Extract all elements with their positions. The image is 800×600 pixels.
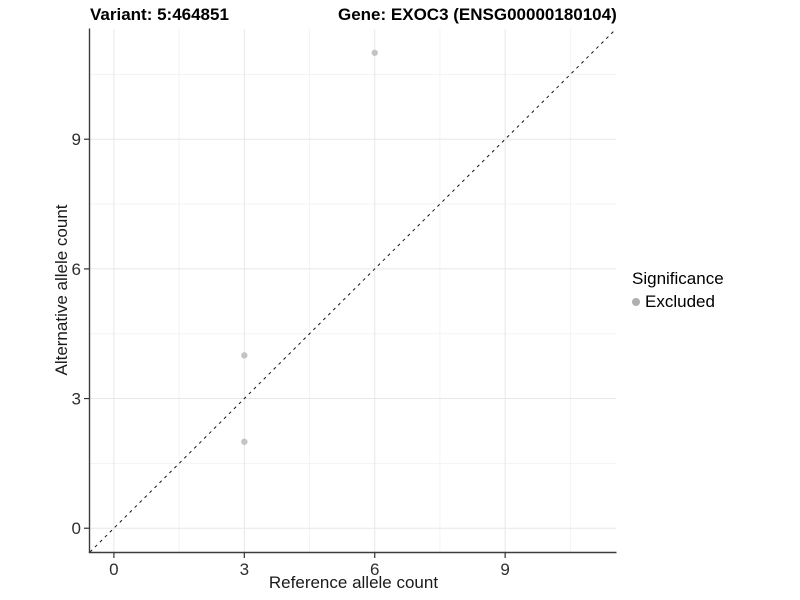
x-tick-label: 3: [240, 560, 249, 579]
x-tick-label: 0: [109, 560, 118, 579]
legend: Significance Excluded: [632, 269, 724, 312]
x-axis-title: Reference allele count: [268, 573, 439, 592]
plot-title-variant: Variant: 5:464851: [90, 5, 229, 24]
data-point: [241, 438, 248, 445]
legend-items: Excluded: [632, 292, 724, 312]
data-point: [241, 352, 248, 359]
plot-title-gene: Gene: EXOC3 (ENSG00000180104): [338, 5, 617, 24]
y-axis-title: Alternative allele count: [52, 204, 71, 376]
legend-title: Significance: [632, 269, 724, 288]
y-tick-label: 0: [72, 519, 81, 538]
y-tick-label: 9: [72, 130, 81, 149]
legend-item: Excluded: [632, 292, 724, 312]
data-point: [371, 49, 378, 56]
identity-line: [89, 28, 617, 553]
y-tick-label: 3: [72, 390, 81, 409]
legend-key-dot: [632, 298, 640, 306]
y-tick-label: 6: [72, 260, 81, 279]
x-tick-label: 6: [370, 560, 379, 579]
legend-item-label: Excluded: [645, 292, 715, 311]
x-tick-label: 9: [500, 560, 509, 579]
